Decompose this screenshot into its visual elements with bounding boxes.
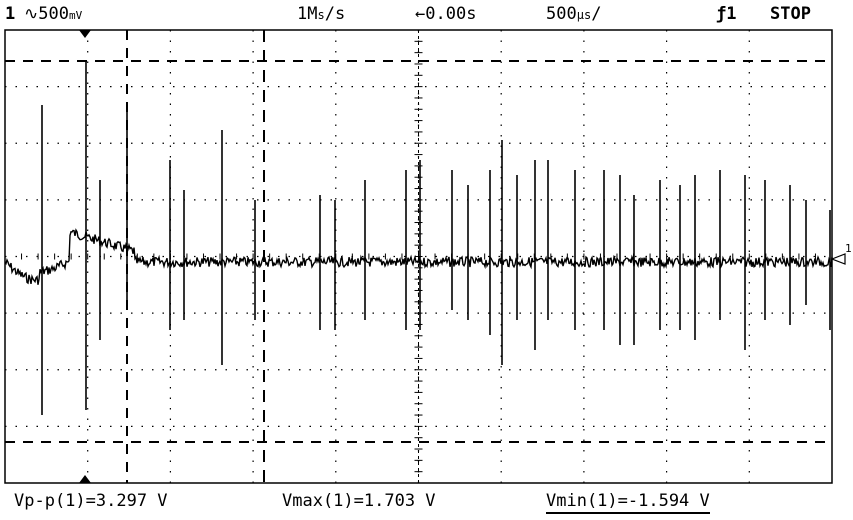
rising-edge-icon: ƒ [716, 4, 727, 24]
ac-coupling-icon: ∿ [24, 4, 39, 24]
waveform-baseline [4, 228, 833, 285]
timebase: 500µs/ [546, 4, 602, 24]
channel-ground-marker [830, 253, 846, 265]
measurement-vpp: Vp-p(1)=3.297 V [14, 491, 168, 511]
left-arrow-icon: ← [415, 4, 426, 24]
vertical-scale: ∿500mV [24, 4, 83, 24]
graticule-grid [4, 29, 833, 484]
channel-number: 1 [5, 4, 16, 24]
run-state: STOP [770, 4, 811, 24]
measurement-vmax: Vmax(1)=1.703 V [282, 491, 436, 511]
microsecond-unit: µ [576, 8, 584, 22]
trigger-delay: ←0.00s [415, 4, 477, 24]
trigger-source: ƒ1 [716, 4, 737, 24]
millivolt-unit-icon: mV [68, 9, 83, 22]
sample-rate: 1Ms/s [297, 4, 346, 24]
waveform-trace [4, 60, 833, 415]
measurement-vmin: Vmin(1)=-1.594 V [546, 490, 710, 514]
trigger-position-bottom-marker [79, 475, 91, 483]
channel-ground-label: 1 [845, 242, 852, 255]
trigger-position-top-marker [79, 30, 91, 38]
